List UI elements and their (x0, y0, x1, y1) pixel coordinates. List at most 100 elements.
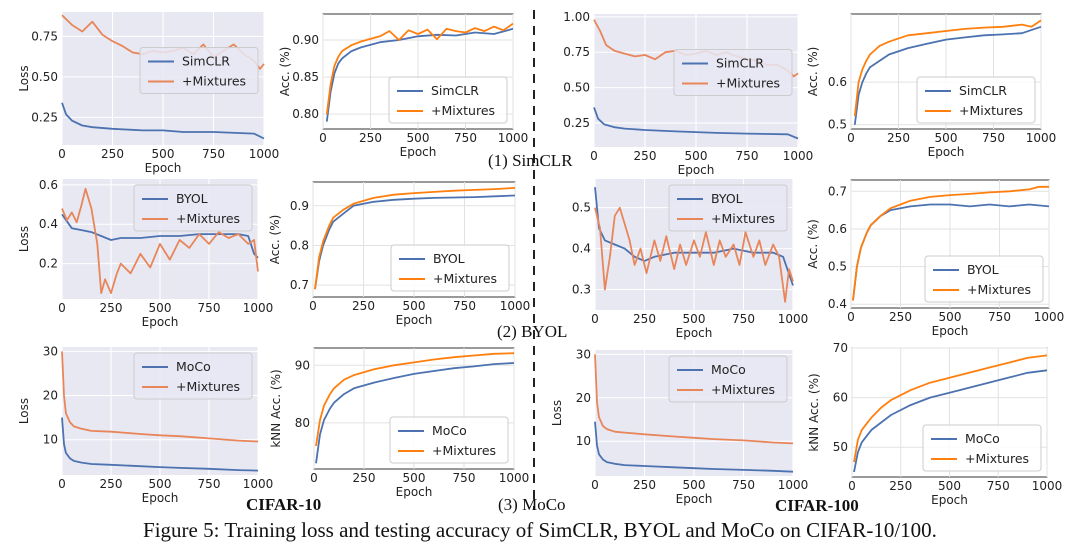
y-axis-label: Loss (17, 398, 31, 424)
y-tick-label: 10 (43, 433, 58, 447)
x-axis-label: Epoch (678, 163, 715, 177)
series-line-baseline (593, 107, 799, 140)
x-tick-label: 750 (982, 131, 1005, 145)
x-axis-label: Epoch (145, 161, 182, 175)
y-tick-label: 0.5 (572, 201, 591, 215)
legend-label: +Mixtures (432, 443, 496, 458)
series-line-baseline (61, 102, 265, 140)
chart-simclr-c100-acc: 0 250 500 750 1000 0.5 0.6 Epoch Acc. (%) SimCLR +… (806, 13, 1057, 159)
section-label-moco: (3) MoCo (498, 495, 566, 514)
x-tick-label: 500 (683, 478, 706, 492)
x-axis-label: Epoch (400, 145, 437, 159)
y-axis-label: Loss (17, 226, 31, 252)
x-tick-label: 750 (453, 299, 476, 313)
chart-byol-c100-loss: 0 250 500 750 1000 0.3 0.4 0.5 Epoch BYOL +Mixture… (572, 179, 808, 340)
x-axis-label: Epoch (676, 326, 713, 340)
x-tick-label: 0 (848, 479, 856, 493)
legend: MoCo +Mixtures (133, 352, 253, 400)
y-tick-label: 0.4 (828, 297, 847, 311)
y-axis-label: Acc. (%) (806, 47, 820, 97)
legend-label: SimCLR (182, 54, 230, 69)
series-line-baseline (853, 25, 1042, 125)
legend-label: BYOL (967, 262, 999, 277)
legend-label: +Mixtures (182, 74, 246, 89)
x-tick-label: 250 (634, 149, 657, 163)
legend: SimCLR +Mixtures (388, 76, 508, 124)
x-tick-label: 250 (101, 147, 124, 161)
legend-label: +Mixtures (965, 451, 1029, 466)
y-tick-label: 30 (576, 347, 591, 361)
x-tick-label: 1000 (783, 149, 814, 163)
dataset-label-cifar10: CIFAR-10 (246, 495, 322, 514)
series-line-mixtures (594, 206, 794, 303)
legend: BYOL +Mixtures (390, 244, 510, 292)
x-tick-label: 1000 (778, 312, 809, 326)
x-tick-label: 250 (359, 131, 382, 145)
legend-label: +Mixtures (716, 76, 780, 91)
y-tick-label: 0.25 (563, 116, 590, 130)
x-tick-label: 750 (198, 477, 221, 491)
x-tick-label: 750 (453, 471, 476, 485)
x-tick-label: 1000 (500, 299, 531, 313)
x-axis-label: Epoch (931, 493, 968, 507)
x-tick-label: 750 (202, 147, 225, 161)
x-tick-label: 750 (987, 479, 1010, 493)
y-tick-label: 0.7 (290, 278, 309, 292)
legend-label: BYOL (433, 251, 465, 266)
y-tick-label: 80 (295, 416, 310, 430)
x-axis-label: Epoch (932, 324, 969, 338)
series-line-baseline (315, 362, 515, 464)
y-tick-label: 0.4 (572, 242, 591, 256)
series-line-baseline (314, 194, 516, 290)
y-tick-label: 20 (576, 391, 591, 405)
x-tick-label: 500 (149, 301, 172, 315)
x-tick-label: 250 (633, 312, 656, 326)
y-tick-label: 1.00 (563, 10, 590, 24)
chart-simclr-c10-acc: 0 250 500 750 1000 0.80 0.85 0.90 Epoch Acc. (%) S… (278, 13, 528, 159)
y-tick-label: 0.50 (31, 70, 58, 84)
x-tick-label: 0 (58, 477, 66, 491)
series-line-mixtures (853, 19, 1042, 117)
x-tick-label: 0 (58, 301, 66, 315)
legend-label: SimCLR (431, 83, 479, 98)
legend: BYOL +Mixtures (924, 255, 1044, 303)
figure-caption: Figure 5: Training loss and testing accu… (143, 518, 937, 542)
y-tick-label: 0.5 (828, 118, 847, 132)
x-tick-label: 1000 (1026, 131, 1057, 145)
y-axis-label: Loss (550, 400, 564, 426)
legend: SimCLR +Mixtures (139, 47, 259, 94)
x-axis-label: Epoch (396, 485, 433, 499)
y-axis-label: Acc. (%) (268, 215, 282, 265)
series-line-mixtures (315, 352, 515, 447)
y-tick-label: 30 (43, 344, 58, 358)
legend-label: BYOL (176, 191, 208, 206)
series-line-mixtures (314, 187, 516, 290)
y-tick-label: 0.7 (828, 184, 847, 198)
x-tick-label: 750 (732, 478, 755, 492)
y-tick-label: 20 (43, 389, 58, 403)
y-axis-label: kNN Acc. (%) (269, 369, 283, 447)
series-line-baseline (61, 213, 259, 259)
legend: BYOL +Mixtures (668, 184, 788, 232)
legend-label: SimCLR (959, 83, 1007, 98)
y-tick-label: 0.6 (828, 75, 847, 89)
legend: BYOL +Mixtures (133, 184, 253, 232)
series-line-mixtures (594, 354, 794, 445)
x-tick-label: 1000 (1034, 310, 1065, 324)
y-tick-label: 10 (576, 434, 591, 448)
legend-label: +Mixtures (176, 211, 240, 226)
x-tick-label: 500 (403, 471, 426, 485)
x-tick-label: 0 (847, 310, 855, 324)
x-tick-label: 250 (889, 479, 912, 493)
legend: MoCo +Mixtures (668, 355, 788, 403)
x-tick-label: 500 (403, 299, 426, 313)
x-tick-label: 1000 (778, 478, 809, 492)
legend: SimCLR +Mixtures (673, 49, 793, 96)
x-tick-label: 250 (353, 471, 376, 485)
y-tick-label: 60 (833, 391, 848, 405)
x-tick-label: 0 (590, 149, 598, 163)
x-tick-label: 250 (633, 478, 656, 492)
x-tick-label: 500 (407, 131, 430, 145)
y-tick-label: 0.9 (290, 199, 309, 213)
